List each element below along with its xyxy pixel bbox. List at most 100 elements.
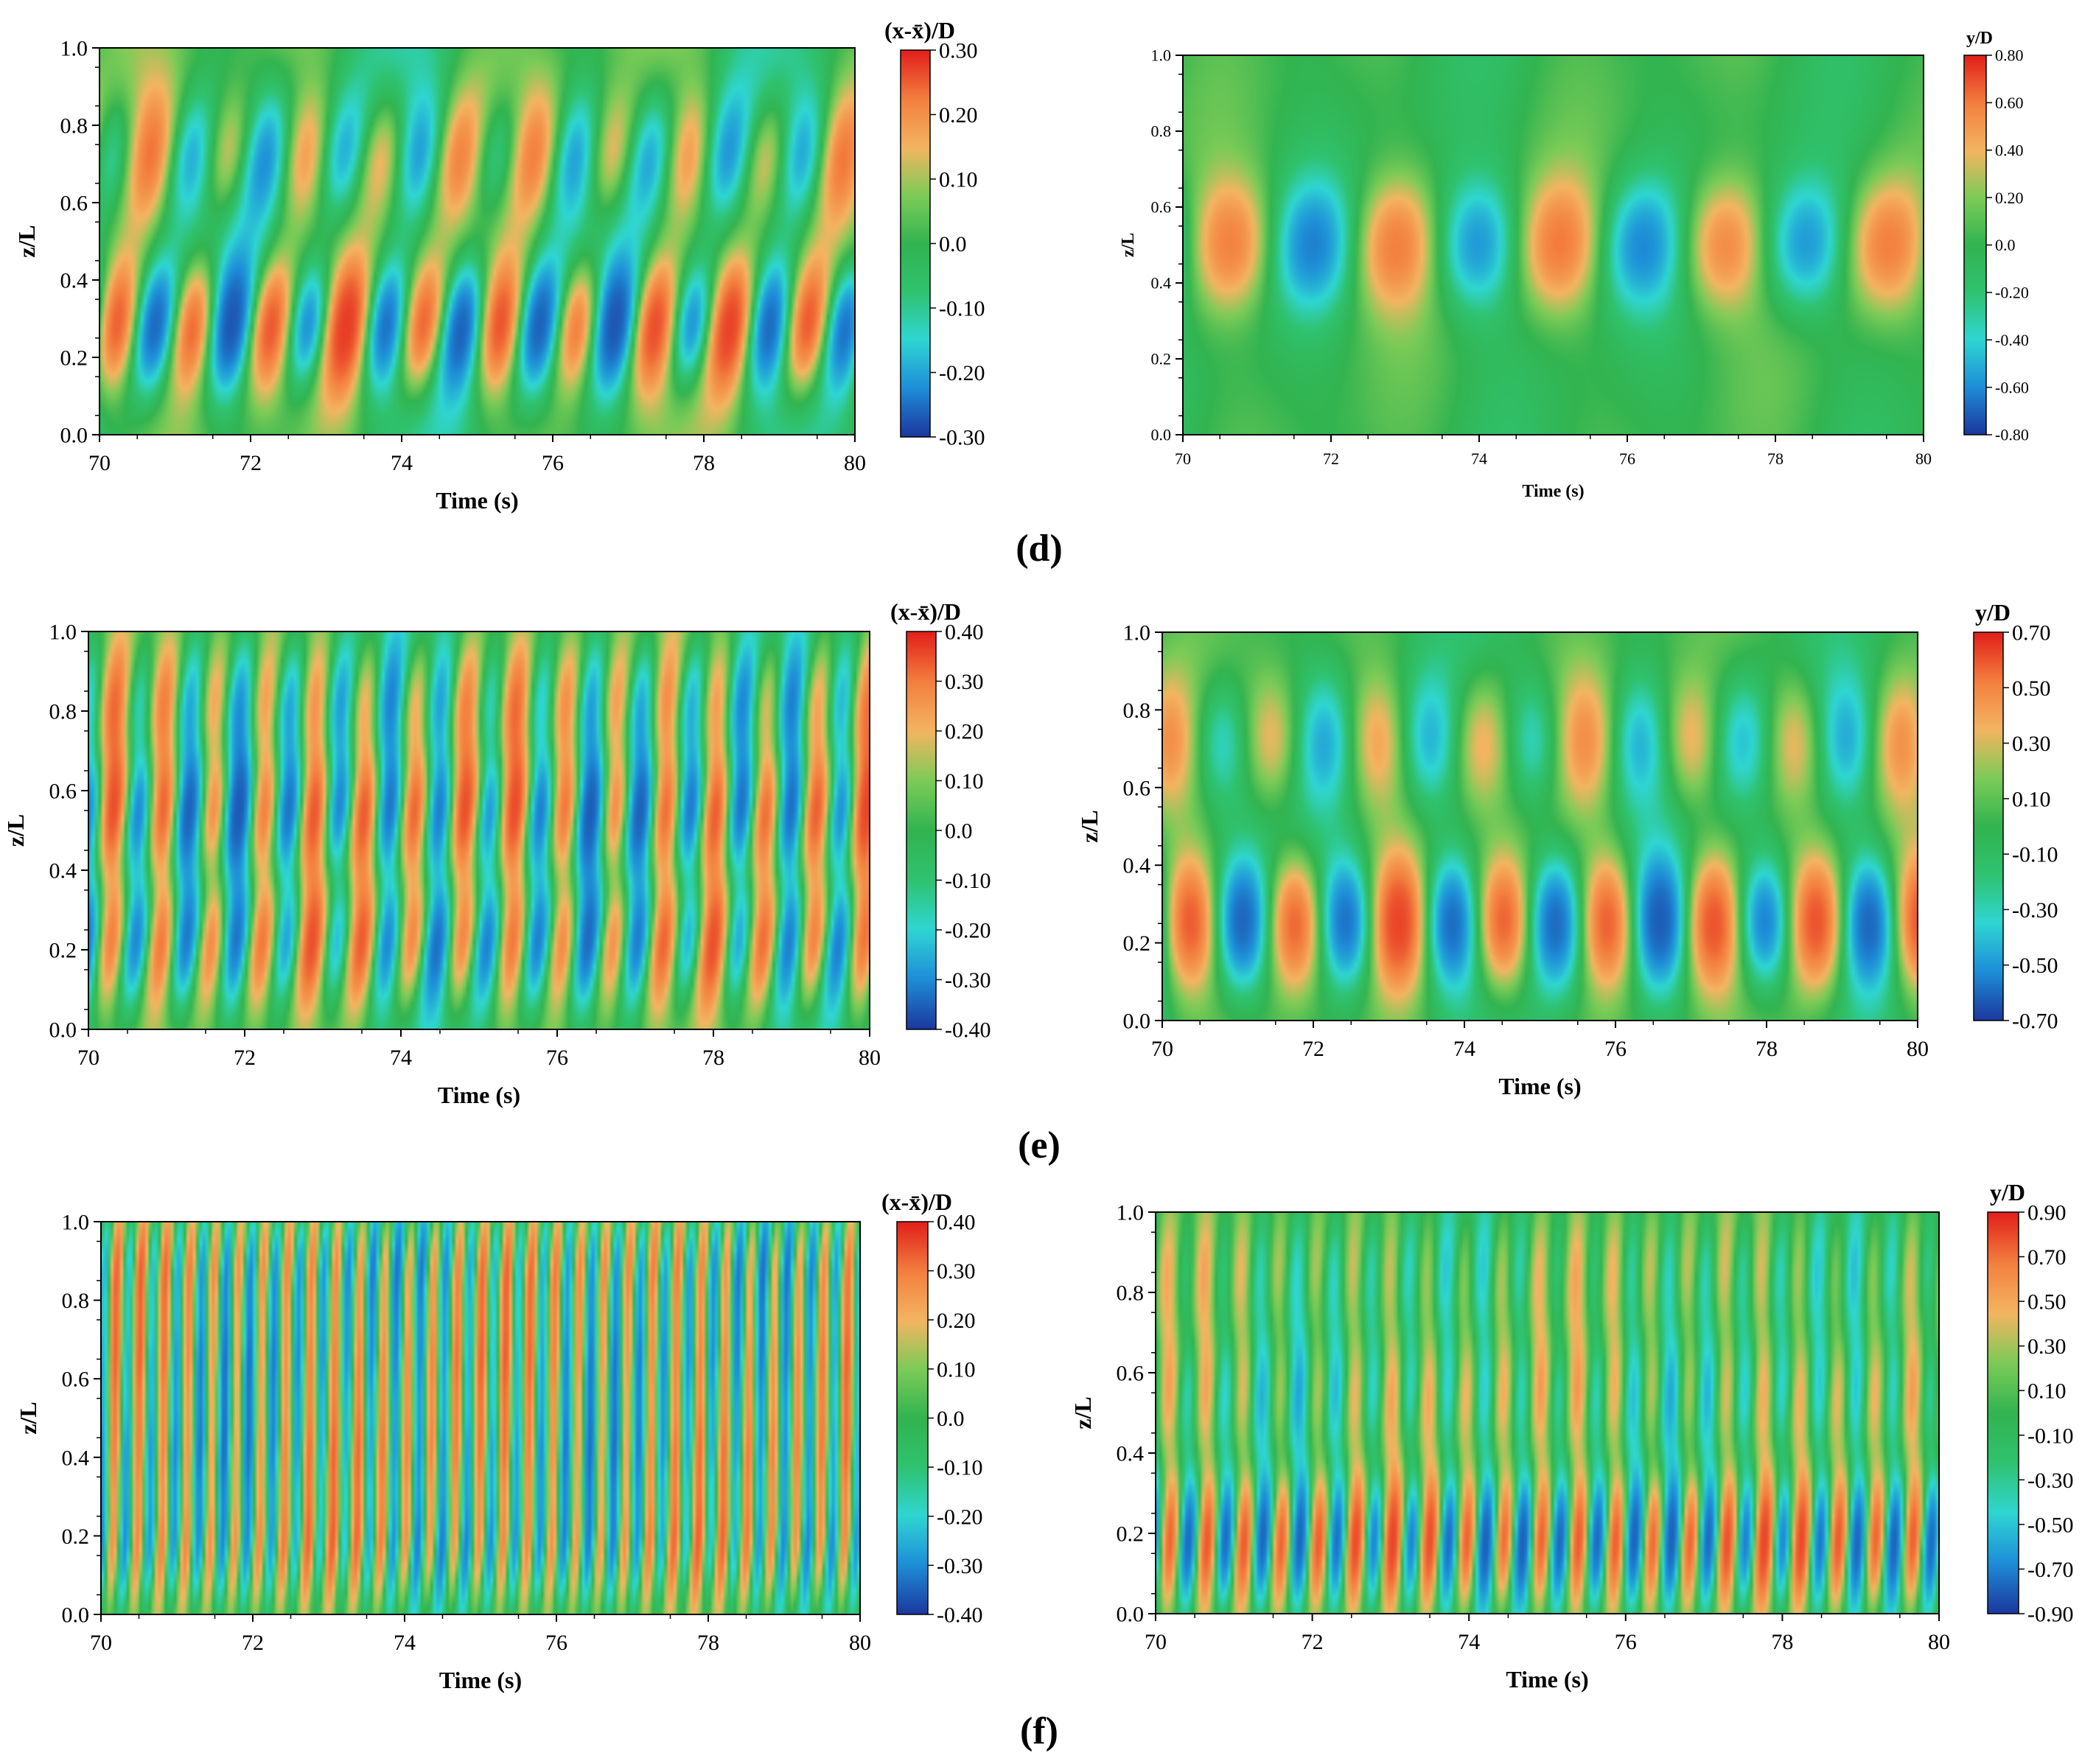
colorbar-tick-label: 0.40 — [937, 1211, 976, 1235]
colorbar-tick-label: -0.70 — [2027, 1558, 2074, 1582]
x-tick-label: 70 — [90, 1631, 112, 1655]
y-tick-label: 0.2 — [1151, 350, 1172, 368]
x-tick-label: 80 — [1915, 449, 1932, 468]
colorbar-label: (x-x̄)/D — [890, 598, 961, 625]
x-tick-label: 74 — [1458, 1630, 1480, 1654]
colorbar-tick-label: -0.10 — [2012, 843, 2058, 867]
colorbar-tick-label: 0.10 — [939, 168, 978, 192]
x-tick-label: 80 — [1907, 1037, 1929, 1061]
colorbar-tick-label: -0.10 — [2027, 1424, 2074, 1448]
colorbar-tick-label: -0.10 — [937, 1456, 983, 1480]
x-tick-label: 72 — [242, 1631, 264, 1655]
y-tick-label: 0.0 — [62, 1603, 90, 1628]
colorbar-tick-label: 0.30 — [937, 1259, 976, 1284]
y-tick-label: 0.4 — [1123, 854, 1151, 878]
x-axis-label: Time (s) — [438, 1082, 520, 1108]
plot-frame — [1155, 1211, 1940, 1614]
y-tick-label: 0.8 — [1123, 699, 1151, 723]
y-tick-label: 0.2 — [62, 1525, 90, 1549]
plot-frame — [88, 631, 870, 1030]
x-axis-label: Time (s) — [1506, 1666, 1588, 1693]
colorbar-tick-label: 0.20 — [937, 1309, 976, 1333]
colorbar-tick-label: -0.30 — [939, 426, 985, 450]
x-tick-label: 72 — [1323, 449, 1339, 468]
colorbar-tick-label: -0.30 — [2027, 1469, 2074, 1493]
colorbar-tick-label: 0.70 — [2027, 1245, 2067, 1270]
colorbar-tick-label: -0.10 — [939, 297, 985, 321]
x-axis-label: Time (s) — [436, 487, 518, 514]
colorbar-tick-label: 0.10 — [2012, 787, 2051, 811]
colorbar-tick-label: -0.50 — [2027, 1513, 2074, 1537]
y-tick-label: 0.6 — [49, 780, 77, 804]
x-tick-label: 80 — [844, 451, 866, 475]
y-axis-label: z/L — [15, 1401, 41, 1434]
heatmap-field — [1162, 632, 1918, 1021]
colorbar-tick-label: -0.80 — [1995, 426, 2029, 444]
colorbar-tick-label: 0.0 — [939, 232, 967, 256]
x-tick-label: 72 — [1302, 1630, 1324, 1654]
plot-frame — [1182, 55, 1924, 435]
y-tick-label: 1.0 — [49, 620, 77, 645]
x-tick-label: 70 — [1175, 449, 1191, 468]
colorbar-tick-label: -0.40 — [945, 1018, 991, 1043]
colorbar-label: y/D — [1990, 1179, 2025, 1205]
colorbar-tick-label: -0.30 — [2012, 898, 2058, 923]
colorbar-tick-label: 0.60 — [1995, 94, 2024, 112]
colorbar-tick-label: 0.70 — [2012, 621, 2051, 645]
x-axis-label: Time (s) — [1522, 482, 1584, 501]
colorbar-frame — [1973, 631, 2004, 1021]
colorbar-tick-label: -0.50 — [2012, 953, 2058, 978]
y-tick-label: 0.6 — [1151, 198, 1172, 217]
colorbar-tick-label: 0.10 — [937, 1357, 976, 1382]
colorbar-tick-label: 0.20 — [939, 103, 978, 127]
colorbar-tick-label: -0.40 — [1995, 331, 2029, 349]
y-tick-label: 0.4 — [1117, 1442, 1145, 1466]
heatmap-chart-4: 70 72 74 76 78 80 0.0 0.2 0.4 0.6 0.8 1.0 Time (s) z/… — [1076, 599, 2058, 1099]
y-axis-label: z/L — [1076, 810, 1103, 842]
y-tick-label: 0.8 — [49, 700, 77, 724]
y-axis-label: z/L — [1069, 1396, 1096, 1429]
colorbar-tick-label: 0.40 — [1995, 141, 2024, 159]
x-axis-label: Time (s) — [439, 1667, 522, 1693]
heatmap-field — [1183, 55, 1924, 435]
colorbar — [906, 631, 936, 1029]
x-tick-label: 74 — [1453, 1037, 1475, 1061]
colorbar-tick-label: 0.30 — [2027, 1334, 2067, 1359]
y-axis-label: z/L — [1119, 233, 1138, 257]
y-tick-label: 0.6 — [1123, 776, 1151, 800]
colorbar-tick-label: 0.0 — [945, 819, 973, 844]
colorbar-tick-label: 0.50 — [2027, 1290, 2067, 1315]
panel-label-f: (f) — [1020, 1710, 1058, 1752]
colorbar-tick-label: -0.20 — [945, 919, 991, 943]
x-tick-label: 70 — [77, 1046, 99, 1070]
colorbar-tick-label: 0.10 — [945, 769, 984, 794]
y-tick-label: 1.0 — [62, 1211, 90, 1235]
x-tick-label: 76 — [1604, 1037, 1627, 1061]
colorbar-tick-label: -0.70 — [2012, 1009, 2058, 1034]
x-tick-label: 76 — [1615, 1630, 1637, 1654]
y-tick-label: 0.8 — [62, 1289, 90, 1313]
x-tick-label: 70 — [1145, 1630, 1167, 1654]
colorbar-tick-label: -0.20 — [1995, 284, 2029, 302]
x-tick-label: 72 — [234, 1046, 256, 1070]
heatmap-chart-2: 70 72 74 76 78 80 0.0 0.2 0.4 0.6 0.8 1.0 Time (s) z/… — [1119, 29, 2029, 501]
y-tick-label: 0.6 — [60, 192, 88, 216]
colorbar-tick-label: 0.0 — [937, 1407, 965, 1431]
x-tick-label: 72 — [240, 451, 262, 475]
x-tick-label: 70 — [88, 451, 111, 475]
x-tick-label: 76 — [546, 1046, 568, 1070]
colorbar-tick-label: -0.30 — [937, 1554, 983, 1578]
colorbar — [897, 1222, 928, 1614]
colorbar-tick-label: -0.40 — [937, 1603, 983, 1628]
colorbar-tick-label: 0.50 — [2012, 676, 2051, 701]
heatmap-chart-1: 70 72 74 76 78 80 0.0 0.2 0.4 0.6 0.8 1.0 Time (s) z/… — [13, 17, 985, 514]
x-tick-label: 72 — [1302, 1037, 1324, 1061]
y-axis-label: z/L — [13, 225, 40, 257]
heatmap-field — [88, 631, 870, 1029]
x-tick-label: 74 — [391, 451, 413, 475]
panel-label-d: (d) — [1016, 528, 1063, 570]
x-tick-label: 74 — [390, 1046, 412, 1070]
heatmap-field — [1156, 1212, 1939, 1614]
colorbar — [1988, 1212, 2019, 1614]
colorbar-tick-label: -0.10 — [945, 869, 991, 893]
